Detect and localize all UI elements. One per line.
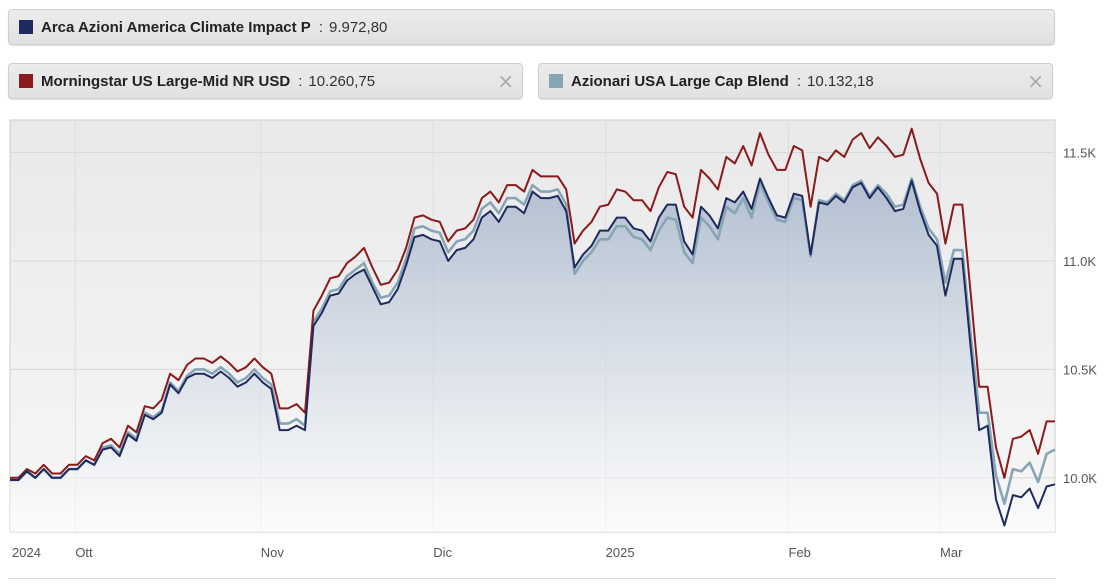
legend-value-fund: 9.972,80 xyxy=(328,18,388,36)
legend-separator: : xyxy=(298,72,303,90)
legend-swatch-fund xyxy=(19,20,33,34)
x-tick-label: 2025 xyxy=(606,545,635,560)
area-fill xyxy=(10,178,1055,532)
series-area-fund xyxy=(10,178,1055,532)
y-tick-label: 10.5K xyxy=(1063,362,1097,377)
series-line-category[interactable] xyxy=(10,177,1056,506)
legend-label-index: Morningstar US Large-Mid NR USD xyxy=(41,72,291,90)
legend-swatch-category xyxy=(549,74,563,88)
legend-separator: : xyxy=(318,18,323,36)
x-tick-label: Feb xyxy=(789,545,811,560)
series-line-fund[interactable] xyxy=(10,177,1056,527)
y-tick-label: 10.0K xyxy=(1063,471,1097,486)
bottom-divider xyxy=(8,578,1056,579)
series-line-index[interactable] xyxy=(10,127,1055,479)
legend-chip-index: Morningstar US Large-Mid NR USD : 10.260… xyxy=(8,63,523,99)
y-tick-label: 11.5K xyxy=(1063,146,1096,161)
legend-value-category: 10.132,18 xyxy=(806,72,874,90)
y-tick-label: 11.0K xyxy=(1063,254,1096,269)
x-tick-label: Mar xyxy=(940,545,963,560)
x-tick-label: Ott xyxy=(75,545,93,560)
legend-label-category: Azionari USA Large Cap Blend xyxy=(571,72,789,90)
x-axis-ticks: 2024 Ott Nov Dic 2025 Feb Mar xyxy=(12,545,963,560)
legend-swatch-index xyxy=(19,74,33,88)
legend-separator: : xyxy=(796,72,801,90)
y-axis-ticks: 11.5K 11.0K 10.5K 10.0K xyxy=(1063,146,1097,486)
legend-label-fund: Arca Azioni America Climate Impact P xyxy=(41,18,311,36)
legend-value-index: 10.260,75 xyxy=(308,72,376,90)
x-tick-label: Dic xyxy=(433,545,452,560)
remove-category-close-icon[interactable]: × xyxy=(1027,69,1044,93)
legend-chip-category: Azionari USA Large Cap Blend : 10.132,18… xyxy=(538,63,1053,99)
remove-index-close-icon[interactable]: × xyxy=(497,69,514,93)
legend-chip-fund: Arca Azioni America Climate Impact P : 9… xyxy=(8,9,1055,45)
x-tick-label: Nov xyxy=(261,545,285,560)
x-tick-label: 2024 xyxy=(12,545,41,560)
series-lines xyxy=(10,127,1056,527)
